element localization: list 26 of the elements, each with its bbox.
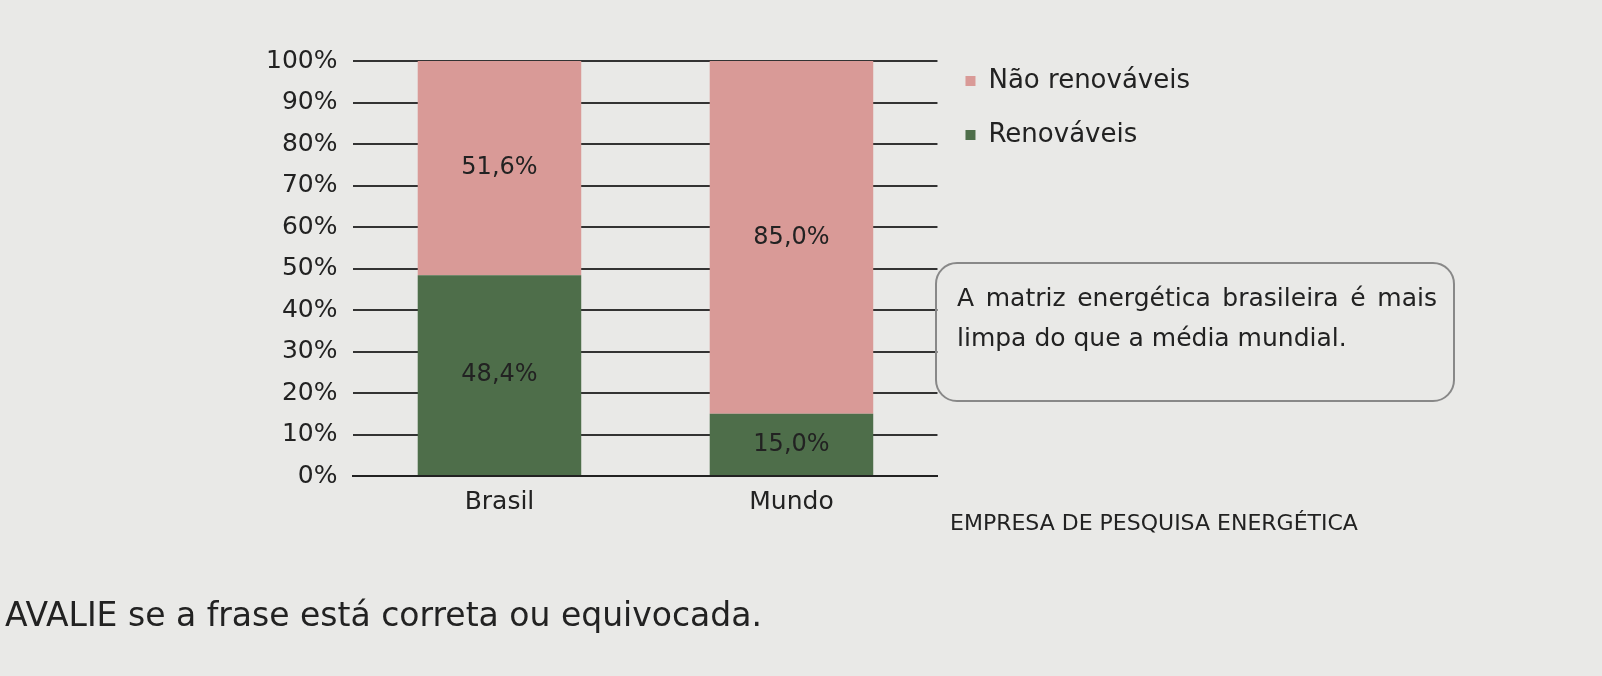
- y-tick-label: 60%: [281, 210, 338, 240]
- legend-label: Renováveis: [988, 117, 1138, 148]
- text: AVALIE se a frase está correta ou equivocada.: [5, 595, 762, 634]
- text: A matriz energética brasileira é mais limpa do que a média mundial.: [935, 262, 1455, 402]
- y-tick-label: 30%: [281, 335, 338, 364]
- data-label: 48,4%: [461, 359, 538, 388]
- y-tick-label: 100%: [265, 44, 338, 74]
- bar: [709, 61, 874, 414]
- y-tick-label: 40%: [281, 293, 338, 323]
- bar: [417, 275, 582, 475]
- data-label: 15,0%: [753, 428, 830, 457]
- y-tick-label: 80%: [281, 127, 338, 157]
- y-tick-label: 0%: [297, 459, 338, 489]
- y-tick-label: 70%: [281, 169, 338, 198]
- bar: [709, 413, 874, 475]
- y-tick-label: 50%: [281, 252, 338, 281]
- x-tick-label: Brasil: [464, 485, 535, 515]
- y-tick-label: 20%: [281, 376, 338, 406]
- y-tick-label: 10%: [281, 418, 338, 447]
- bar: [417, 61, 582, 276]
- x-tick-label: Mundo: [749, 485, 834, 515]
- legend-label: Não renováveis: [988, 63, 1191, 94]
- text: EMPRESA DE PESQUISA ENERGÉTICA: [950, 510, 1358, 535]
- data-label: 85,0%: [753, 221, 830, 250]
- y-tick-label: 90%: [281, 86, 338, 115]
- data-label: 51,6%: [461, 152, 538, 181]
